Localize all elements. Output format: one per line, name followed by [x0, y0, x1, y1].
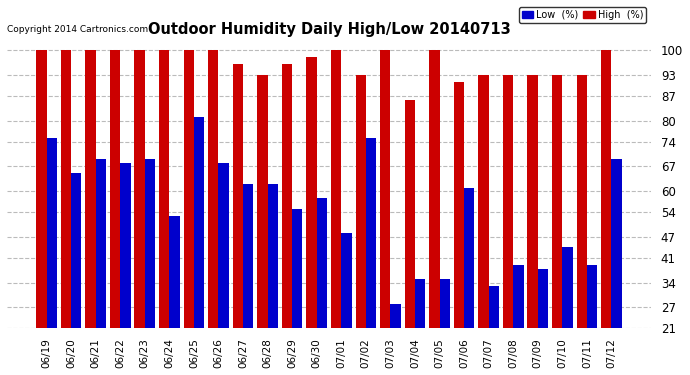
- Bar: [219, 163, 229, 328]
- Bar: [503, 75, 513, 328]
- Bar: [292, 209, 302, 328]
- Bar: [71, 174, 81, 328]
- Bar: [380, 50, 391, 328]
- Bar: [159, 50, 169, 328]
- Bar: [527, 75, 538, 328]
- Bar: [282, 64, 292, 328]
- Bar: [61, 50, 71, 328]
- Bar: [96, 159, 106, 328]
- Bar: [552, 75, 562, 328]
- Bar: [404, 99, 415, 328]
- Bar: [415, 279, 425, 328]
- Bar: [135, 50, 145, 328]
- Bar: [355, 75, 366, 328]
- Bar: [184, 50, 194, 328]
- Bar: [208, 50, 219, 328]
- Bar: [601, 50, 611, 328]
- Bar: [120, 163, 130, 328]
- Bar: [489, 286, 499, 328]
- Bar: [169, 216, 179, 328]
- Bar: [145, 159, 155, 328]
- Bar: [110, 50, 120, 328]
- Bar: [257, 75, 268, 328]
- Bar: [86, 50, 96, 328]
- Bar: [233, 64, 243, 328]
- Bar: [268, 184, 278, 328]
- Legend: Low  (%), High  (%): Low (%), High (%): [519, 7, 647, 23]
- Bar: [331, 50, 342, 328]
- Bar: [36, 50, 46, 328]
- Text: Copyright 2014 Cartronics.com: Copyright 2014 Cartronics.com: [7, 25, 148, 34]
- Bar: [538, 268, 548, 328]
- Bar: [194, 117, 204, 328]
- Bar: [366, 138, 376, 328]
- Bar: [429, 50, 440, 328]
- Bar: [46, 138, 57, 328]
- Bar: [306, 57, 317, 328]
- Bar: [478, 75, 489, 328]
- Bar: [391, 304, 401, 328]
- Bar: [611, 159, 622, 328]
- Bar: [342, 233, 352, 328]
- Bar: [440, 279, 450, 328]
- Bar: [587, 265, 598, 328]
- Bar: [464, 188, 475, 328]
- Bar: [562, 248, 573, 328]
- Bar: [243, 184, 253, 328]
- Bar: [577, 75, 587, 328]
- Title: Outdoor Humidity Daily High/Low 20140713: Outdoor Humidity Daily High/Low 20140713: [148, 22, 511, 37]
- Bar: [317, 198, 327, 328]
- Bar: [513, 265, 524, 328]
- Bar: [454, 82, 464, 328]
